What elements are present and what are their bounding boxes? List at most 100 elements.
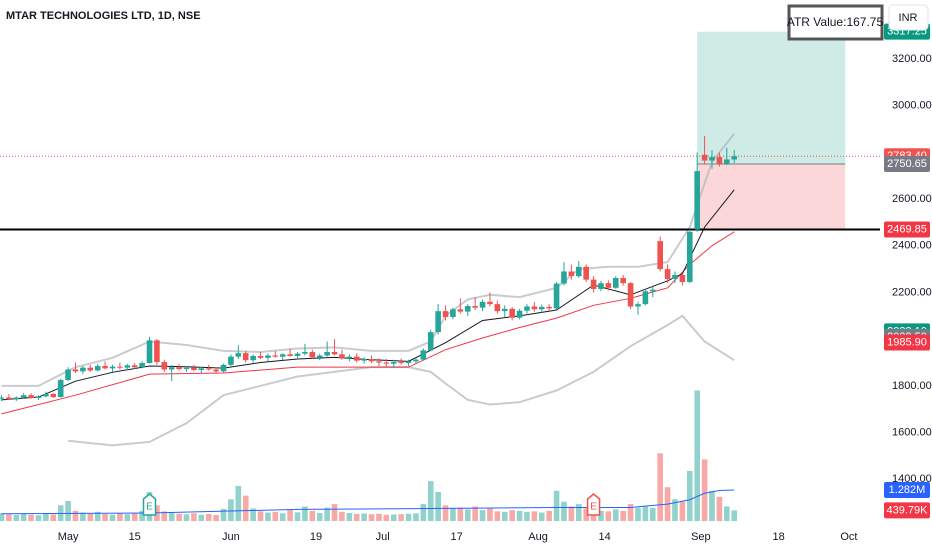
candle-body bbox=[220, 364, 227, 372]
candle-body bbox=[553, 283, 560, 309]
candle-body bbox=[154, 340, 160, 363]
candle-body bbox=[183, 367, 190, 370]
x-tick-label: Jun bbox=[222, 531, 240, 543]
x-tick-label: 17 bbox=[451, 531, 463, 543]
candle-body bbox=[43, 394, 49, 397]
candle-body bbox=[383, 362, 390, 364]
volume-bar bbox=[265, 512, 271, 521]
indicator-line bbox=[1, 189, 735, 401]
x-tick-label: Aug bbox=[528, 531, 548, 543]
candle-body bbox=[575, 266, 582, 277]
currency-button[interactable] bbox=[888, 4, 929, 31]
volume-bar bbox=[620, 510, 626, 521]
volume-bar bbox=[501, 511, 508, 521]
candle-body bbox=[28, 395, 34, 398]
candle-body bbox=[405, 361, 412, 363]
candle-body bbox=[279, 354, 286, 357]
candle-body bbox=[598, 283, 604, 289]
candle-body bbox=[250, 355, 256, 361]
volume-bar bbox=[472, 506, 478, 521]
volume-bar bbox=[198, 514, 205, 521]
candle-body bbox=[509, 308, 515, 318]
volume-bar bbox=[235, 485, 242, 521]
candle-body bbox=[139, 362, 145, 368]
candle-body bbox=[390, 362, 397, 364]
candle-body bbox=[50, 394, 57, 398]
candle-body bbox=[427, 332, 434, 351]
volume-bar bbox=[390, 514, 397, 521]
candle-body bbox=[35, 396, 42, 398]
y-tick-label: 3000.00 bbox=[892, 100, 932, 112]
candle-body bbox=[420, 350, 427, 360]
target-zone bbox=[697, 31, 846, 164]
x-tick-label: 18 bbox=[772, 531, 784, 543]
candle-body bbox=[620, 278, 626, 284]
candle-body bbox=[131, 365, 138, 368]
volume-bar bbox=[494, 511, 501, 521]
volume-bar bbox=[627, 504, 634, 521]
price-tag bbox=[884, 221, 930, 238]
atr-box bbox=[787, 4, 884, 41]
volume-bar bbox=[672, 499, 678, 521]
volume-bar bbox=[694, 390, 700, 521]
volume-bar bbox=[72, 510, 79, 521]
candle-body bbox=[487, 301, 493, 305]
candle-body bbox=[531, 306, 538, 310]
currency[interactable]: INR bbox=[899, 12, 918, 24]
indicator-line bbox=[67, 314, 735, 447]
volume-bar bbox=[28, 514, 34, 521]
price-tag-label: 2469.85 bbox=[887, 223, 927, 235]
volume-bar bbox=[191, 513, 197, 521]
candle-body bbox=[501, 308, 508, 312]
volume-bar bbox=[302, 506, 308, 521]
volume-bar bbox=[709, 490, 715, 521]
volume-bar bbox=[287, 510, 293, 521]
candle-body bbox=[361, 359, 367, 361]
candle-body bbox=[524, 306, 530, 311]
candle-body bbox=[109, 366, 116, 369]
volume-bar bbox=[376, 513, 382, 521]
volume-bar bbox=[316, 513, 323, 521]
candle-body bbox=[242, 353, 249, 361]
candle-body bbox=[65, 369, 71, 381]
volume-bar bbox=[427, 481, 434, 521]
volume-bar bbox=[457, 507, 464, 521]
earnings-marker bbox=[586, 493, 601, 516]
volume-ma bbox=[1, 489, 735, 515]
candle-body bbox=[72, 369, 79, 372]
volume-bar bbox=[553, 490, 560, 521]
candle-body bbox=[642, 291, 649, 305]
candle-body bbox=[176, 367, 182, 370]
volume-bar bbox=[339, 511, 345, 521]
candle-body bbox=[124, 365, 131, 368]
volume-bar bbox=[176, 513, 182, 521]
volume-bar bbox=[272, 511, 279, 521]
candle-body bbox=[450, 309, 456, 317]
y-tick-label: 2400.00 bbox=[892, 240, 932, 252]
volume-bar bbox=[701, 459, 708, 521]
volume-bar bbox=[546, 510, 552, 521]
volume-bar bbox=[413, 513, 419, 521]
x-tick-label: 15 bbox=[129, 531, 141, 543]
volume-bar bbox=[331, 504, 338, 521]
volume-bar bbox=[575, 504, 582, 521]
candle-body bbox=[265, 355, 271, 358]
x-tick-label: 19 bbox=[310, 531, 322, 543]
candle-body bbox=[117, 366, 123, 368]
candle-body bbox=[709, 157, 715, 161]
candle-body bbox=[235, 353, 242, 357]
candle-body bbox=[168, 367, 175, 370]
volume-bar bbox=[250, 508, 256, 521]
candle-body bbox=[272, 355, 279, 357]
candle-body bbox=[590, 279, 597, 289]
y-tick-label: 1600.00 bbox=[892, 426, 932, 438]
volume-bar bbox=[568, 506, 575, 521]
volume-bar bbox=[368, 514, 375, 521]
volume-bar bbox=[464, 509, 471, 521]
candle-body bbox=[649, 289, 656, 292]
candle-body bbox=[339, 354, 345, 359]
candle-body bbox=[87, 367, 94, 371]
candle-body bbox=[701, 154, 708, 161]
volume-bar bbox=[161, 511, 168, 521]
volume-bar bbox=[168, 512, 175, 521]
